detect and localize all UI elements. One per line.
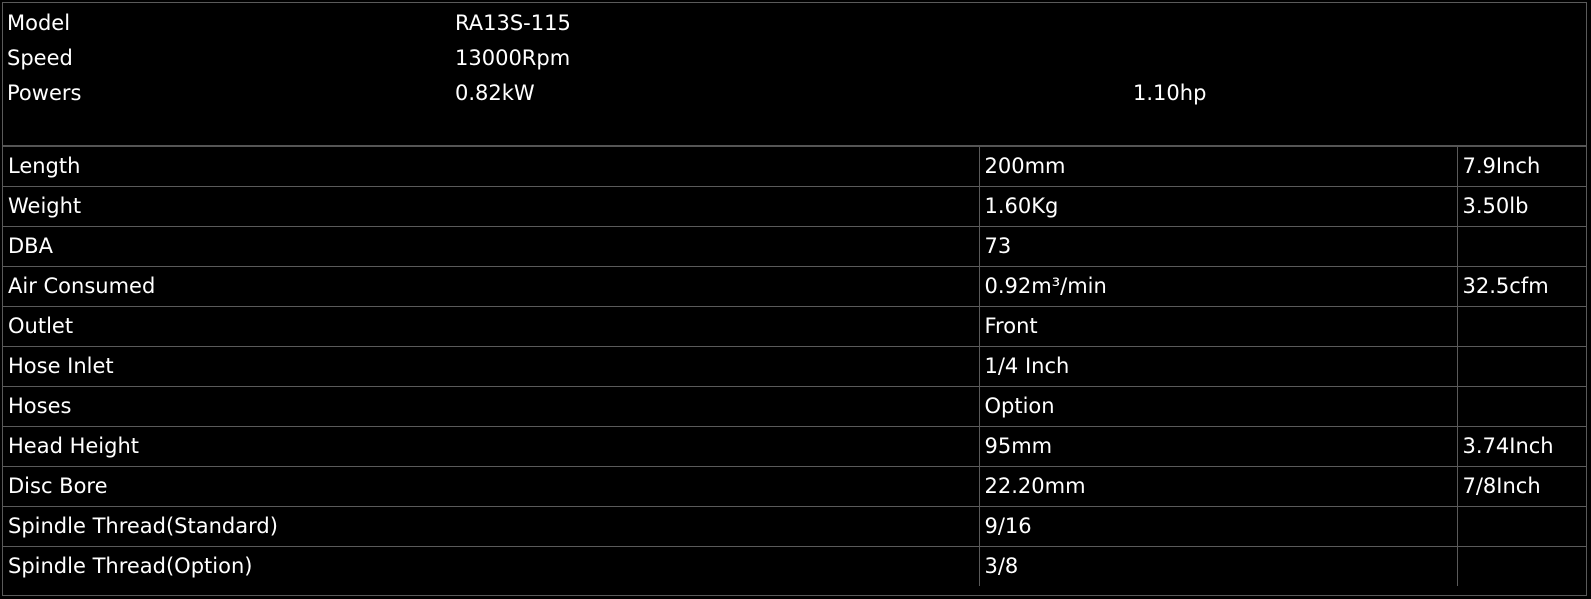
model-value: RA13S-115 [455, 11, 571, 35]
table-row: Disc Bore 22.20mm 7/8Inch [3, 466, 1586, 507]
spec-label: Spindle Thread(Standard) [3, 506, 980, 547]
spec-metric: 1.60Kg [978, 186, 1458, 227]
model-summary: Model RA13S-115 Speed 13000Rpm Powers 0.… [3, 3, 1586, 147]
spec-imperial [1456, 506, 1586, 547]
spec-label: Head Height [3, 426, 980, 467]
specs-table: Length 200mm 7.9Inch Weight 1.60Kg 3.50l… [3, 147, 1586, 586]
spec-imperial [1456, 346, 1586, 387]
table-row: Hose Inlet 1/4 Inch [3, 346, 1586, 387]
model-row: Model RA13S-115 [3, 6, 1586, 40]
spec-metric: Option [978, 386, 1458, 427]
spec-label: Outlet [3, 306, 980, 347]
spec-imperial [1456, 386, 1586, 427]
spec-metric: 73 [978, 226, 1458, 267]
spec-imperial [1456, 306, 1586, 347]
speed-value: 13000Rpm [455, 46, 571, 70]
spec-metric: 95mm [978, 426, 1458, 467]
table-row: Spindle Thread(Option) 3/8 [3, 546, 1586, 586]
table-row: Outlet Front [3, 306, 1586, 347]
spec-metric: 9/16 [978, 506, 1458, 547]
table-row: Hoses Option [3, 386, 1586, 427]
spec-metric: 0.92m³/min [978, 266, 1458, 307]
spec-imperial: 3.74Inch [1456, 426, 1586, 467]
spec-imperial: 7/8Inch [1456, 466, 1586, 507]
spec-imperial [1456, 226, 1586, 267]
table-row: DBA 73 [3, 226, 1586, 267]
spec-imperial: 32.5cfm [1456, 266, 1586, 307]
speed-label: Speed [7, 46, 73, 70]
spec-imperial: 7.9Inch [1456, 147, 1586, 187]
speed-row: Speed 13000Rpm [3, 41, 1586, 75]
spec-label: Hose Inlet [3, 346, 980, 387]
spec-label: Hoses [3, 386, 980, 427]
spec-label: Air Consumed [3, 266, 980, 307]
spec-label: Length [3, 147, 980, 187]
spec-metric: 3/8 [978, 546, 1458, 586]
spec-label: Spindle Thread(Option) [3, 546, 980, 586]
powers-row: Powers 0.82kW 1.10hp [3, 76, 1586, 110]
spec-metric: Front [978, 306, 1458, 347]
table-row: Weight 1.60Kg 3.50lb [3, 186, 1586, 227]
table-row: Length 200mm 7.9Inch [3, 147, 1586, 187]
powers-kw-value: 0.82kW [455, 81, 535, 105]
spec-label: Disc Bore [3, 466, 980, 507]
spec-label: DBA [3, 226, 980, 267]
spec-imperial: 3.50lb [1456, 186, 1586, 227]
model-label: Model [7, 11, 71, 35]
spec-metric: 1/4 Inch [978, 346, 1458, 387]
spec-metric: 200mm [978, 147, 1458, 187]
table-row: Spindle Thread(Standard) 9/16 [3, 506, 1586, 547]
powers-hp-value: 1.10hp [1133, 81, 1207, 105]
table-row: Air Consumed 0.92m³/min 32.5cfm [3, 266, 1586, 307]
table-row: Head Height 95mm 3.74Inch [3, 426, 1586, 467]
spec-metric: 22.20mm [978, 466, 1458, 507]
spec-label: Weight [3, 186, 980, 227]
powers-label: Powers [7, 81, 82, 105]
spec-imperial [1456, 546, 1586, 586]
